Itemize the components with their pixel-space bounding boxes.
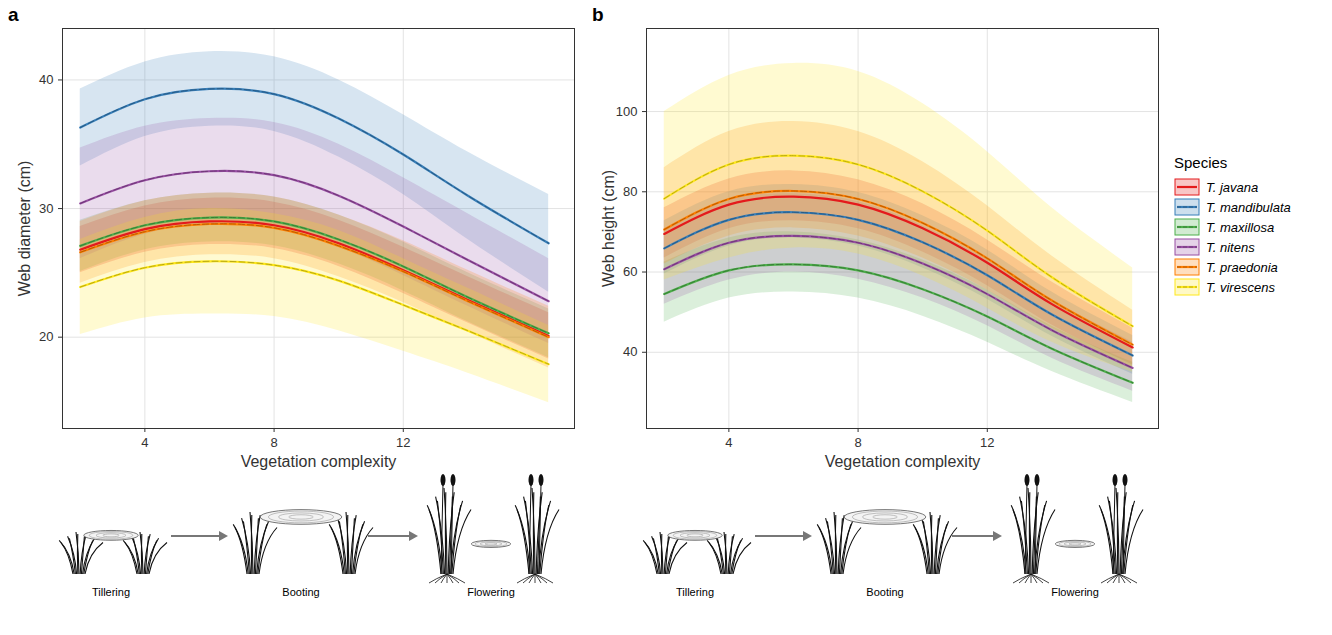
svg-text:Vegetation complexity: Vegetation complexity [241,453,397,470]
svg-text:60: 60 [623,264,637,279]
html-text:Species: Species [1174,154,1228,171]
svg-text:40: 40 [39,72,53,87]
html-text:T. maxillosa: T. maxillosa [1206,219,1275,235]
html-text:a: a [8,4,19,25]
svg-text:4: 4 [141,435,148,450]
svg-text:Vegetation complexity: Vegetation complexity [825,453,981,470]
html-text:T. javana: T. javana [1206,179,1259,195]
html-text:T. virescens: T. virescens [1206,279,1275,295]
svg-text:40: 40 [623,344,637,359]
html-text:T. nitens: T. nitens [1206,239,1255,255]
svg-text:20: 20 [39,329,53,344]
svg-text:Web diameter (cm): Web diameter (cm) [16,161,33,297]
svg-text:100: 100 [616,104,638,119]
svg-text:8: 8 [270,435,277,450]
html-text:T. praedonia: T. praedonia [1206,259,1278,275]
svg-text:80: 80 [623,184,637,199]
svg-text:Flowering: Flowering [1051,586,1099,598]
html-text:b: b [592,4,604,25]
svg-text:Flowering: Flowering [467,586,515,598]
svg-text:12: 12 [980,435,994,450]
svg-text:Web height (cm): Web height (cm) [600,170,617,287]
svg-text:4: 4 [725,435,732,450]
svg-text:Tillering: Tillering [92,586,130,598]
svg-text:12: 12 [396,435,410,450]
svg-text:Booting: Booting [282,586,319,598]
svg-text:Booting: Booting [866,586,903,598]
html-text:T. mandibulata: T. mandibulata [1206,199,1291,215]
svg-text:30: 30 [39,201,53,216]
svg-text:Tillering: Tillering [676,586,714,598]
svg-text:8: 8 [854,435,861,450]
